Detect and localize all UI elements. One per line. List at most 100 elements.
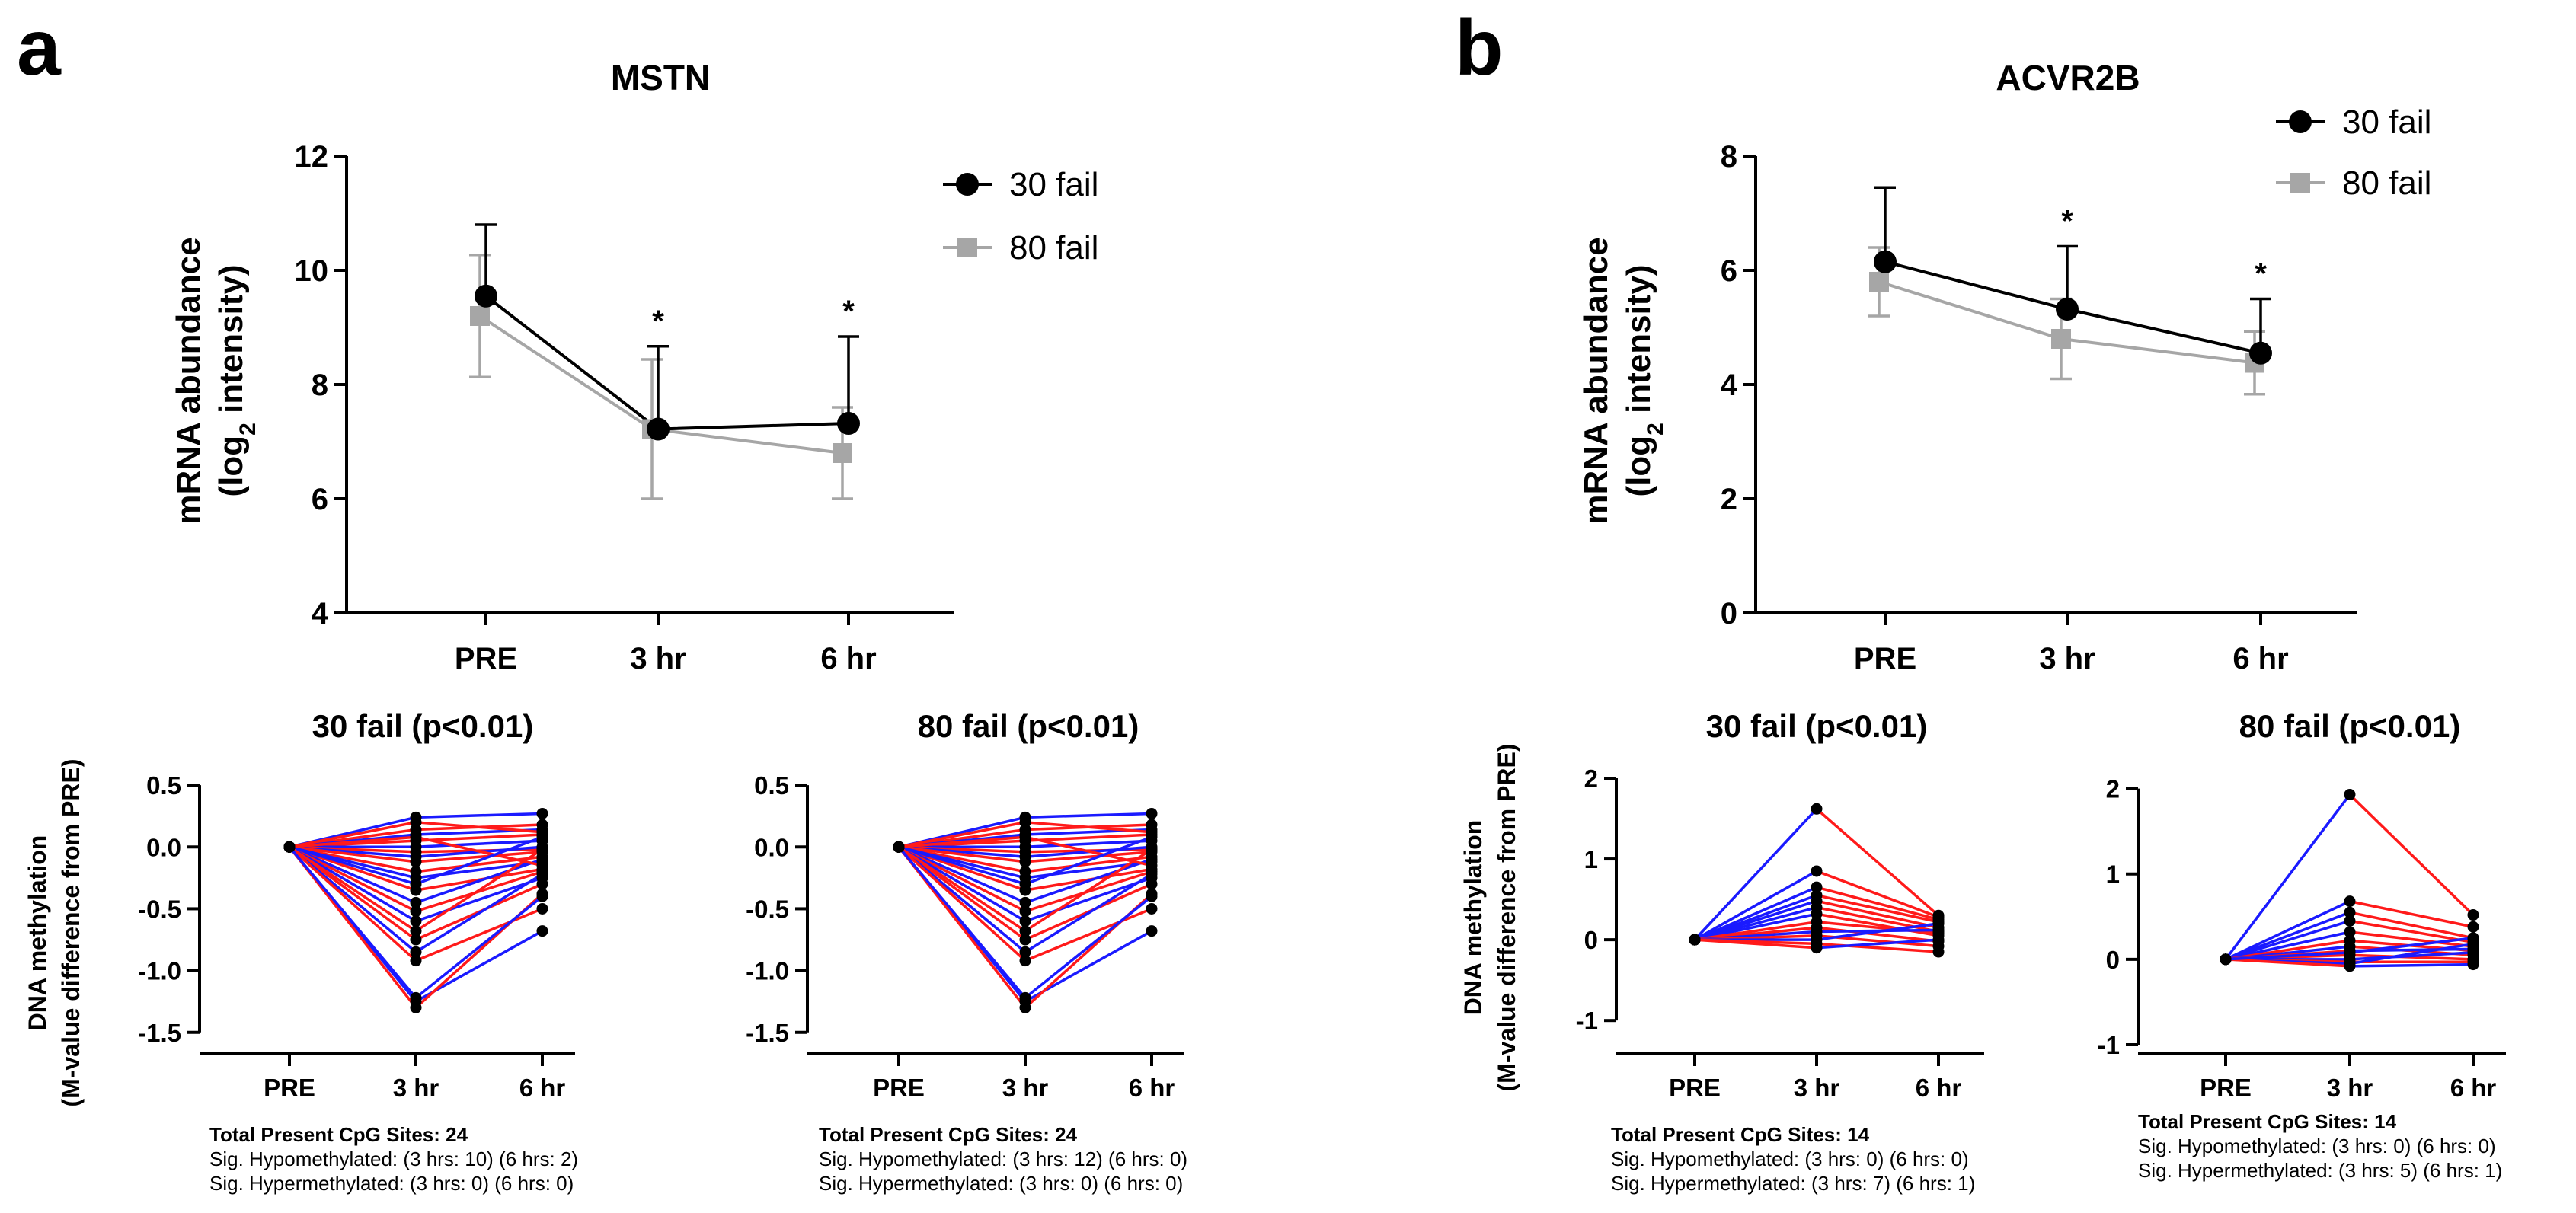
site-segment [1816, 942, 1939, 953]
data-point [1146, 860, 1158, 872]
site-segment [1694, 938, 1817, 950]
site-segment [1024, 855, 1152, 873]
data-point [2220, 953, 2232, 966]
y-tick-label: 1 [1584, 845, 1598, 873]
y-tick-label: 1 [2106, 860, 2120, 889]
site-segment [898, 845, 1026, 886]
data-point [1146, 844, 1158, 856]
data-point [833, 443, 852, 463]
y-tick-label: -1.0 [138, 957, 181, 985]
data-point [410, 934, 422, 946]
y-tick-label: 2 [2106, 775, 2120, 803]
legend-marker [956, 173, 979, 196]
site-segment [415, 835, 543, 867]
x-tick-label: 3 hr [2327, 1074, 2373, 1102]
significance-star: * [2061, 205, 2073, 238]
data-point [1019, 896, 1031, 908]
site-segment [898, 835, 1026, 849]
data-point [1146, 868, 1158, 880]
x-tick-label: 6 hr [820, 642, 876, 675]
data-point [1932, 918, 1945, 930]
site-segment [1815, 807, 1940, 917]
site-lines [288, 812, 544, 1009]
site-segment [1024, 873, 1152, 953]
data-point [1811, 942, 1823, 954]
acvr2b-methylation-80-chart: 80 fail (p<0.01) -1 0 1 2 PRE 3 hr 6 hr [2098, 708, 2506, 1102]
x-tick-label: 3 hr [630, 642, 686, 675]
y-axis-label-subscript: 2 [235, 423, 260, 436]
acvr2b-mrna-chart: ACVR2B 0 2 4 6 8 PRE 3 hr 6 hr mRNA abundance (log… [1577, 58, 2431, 675]
y-tick-label: -1.5 [746, 1019, 789, 1047]
data-point [410, 991, 422, 1004]
site-segment [1816, 899, 1939, 929]
x-tick-label: PRE [1854, 642, 1916, 675]
y-axis-label: DNA methylation (M-value difference from … [1459, 744, 1520, 1092]
chart-title: 80 fail (p<0.01) [918, 708, 1139, 744]
data-point [536, 925, 548, 937]
mstn-methylation-80-chart: 80 fail (p<0.01) -1.5 -1.0 -0.5 0.0 0.5 PRE 3 h… [746, 708, 1184, 1102]
site-segment [2224, 793, 2351, 960]
y-axis-label-line: mRNA abundance [170, 237, 207, 524]
y-axis-label: DNA methylation (M-value difference from … [24, 759, 85, 1107]
data-point [1689, 934, 1701, 946]
y-tick-label: 6 [312, 483, 328, 516]
site-segment [1024, 839, 1152, 849]
site-segment [1024, 835, 1152, 867]
data-point [1811, 803, 1823, 815]
mstn-methylation-30-chart: 30 fail (p<0.01) -1.5 -1.0 -0.5 0.0 0.5 PRE 3 h… [24, 708, 575, 1106]
site-segment [1816, 886, 1939, 921]
footnote-acvr2b-30: Total Present CpG Sites: 14 Sig. Hypomet… [1611, 1123, 1975, 1195]
footnote-mstn-30: Total Present CpG Sites: 24 Sig. Hypomet… [209, 1123, 578, 1195]
data-point [1811, 908, 1823, 920]
data-point [1019, 955, 1031, 967]
y-tick-label: -1 [1576, 1007, 1598, 1035]
data-point [1019, 991, 1031, 1004]
site-segment [898, 845, 1026, 933]
legend-label: 30 fail [2342, 104, 2431, 141]
x-tick-label: 6 hr [2232, 642, 2288, 675]
chart-title: MSTN [611, 58, 710, 97]
y-axis-label-part: (log [213, 436, 250, 497]
site-segment [1024, 848, 1152, 933]
legend-marker [2289, 110, 2312, 133]
y-tick-label: 0.5 [146, 771, 181, 800]
site-segment [2225, 911, 2351, 961]
data-point [283, 841, 296, 853]
y-tick-label: 0.0 [146, 833, 181, 861]
data-point [1019, 878, 1031, 890]
y-axis-label-line: mRNA abundance [1577, 237, 1615, 524]
site-lines [2224, 793, 2475, 968]
site-segment [2349, 899, 2474, 928]
site-segment [415, 876, 543, 923]
site-segment [2225, 930, 2351, 961]
site-points [2220, 788, 2479, 972]
footnote-total: Total Present CpG Sites: 24 [819, 1123, 1078, 1146]
x-tick-label: PRE [264, 1074, 315, 1102]
data-point [410, 896, 422, 908]
footnote-acvr2b-80: Total Present CpG Sites: 14 Sig. Hypomet… [2138, 1110, 2502, 1182]
footnote-mstn-80: Total Present CpG Sites: 24 Sig. Hypomet… [819, 1123, 1187, 1195]
site-points [893, 807, 1158, 1013]
site-segment [1024, 812, 1152, 819]
data-point [410, 816, 422, 828]
y-axis-label-part: intensity) [1620, 264, 1657, 423]
significance-star: * [2255, 257, 2267, 291]
y-axis-label-part: intensity) [213, 264, 250, 423]
site-segment [1024, 907, 1152, 962]
site-segment [2225, 958, 2351, 968]
x-tick-label: 6 hr [519, 1074, 566, 1102]
site-segment [1816, 870, 1939, 919]
data-point [1146, 826, 1158, 838]
data-point [2344, 895, 2356, 908]
site-segment [898, 821, 1026, 848]
footnote-hypo: Sig. Hypomethylated: (3 hrs: 0) (6 hrs: … [2138, 1135, 2496, 1157]
data-point [410, 915, 422, 927]
y-axis-label: mRNA abundance (log2 intensity) [1577, 237, 1668, 524]
site-segment [289, 845, 417, 923]
significance-star: * [652, 305, 664, 338]
data-point [536, 890, 548, 902]
data-point [410, 856, 422, 868]
data-point [1869, 272, 1889, 292]
data-point [1019, 934, 1031, 946]
y-tick-label: 4 [1721, 369, 1738, 402]
